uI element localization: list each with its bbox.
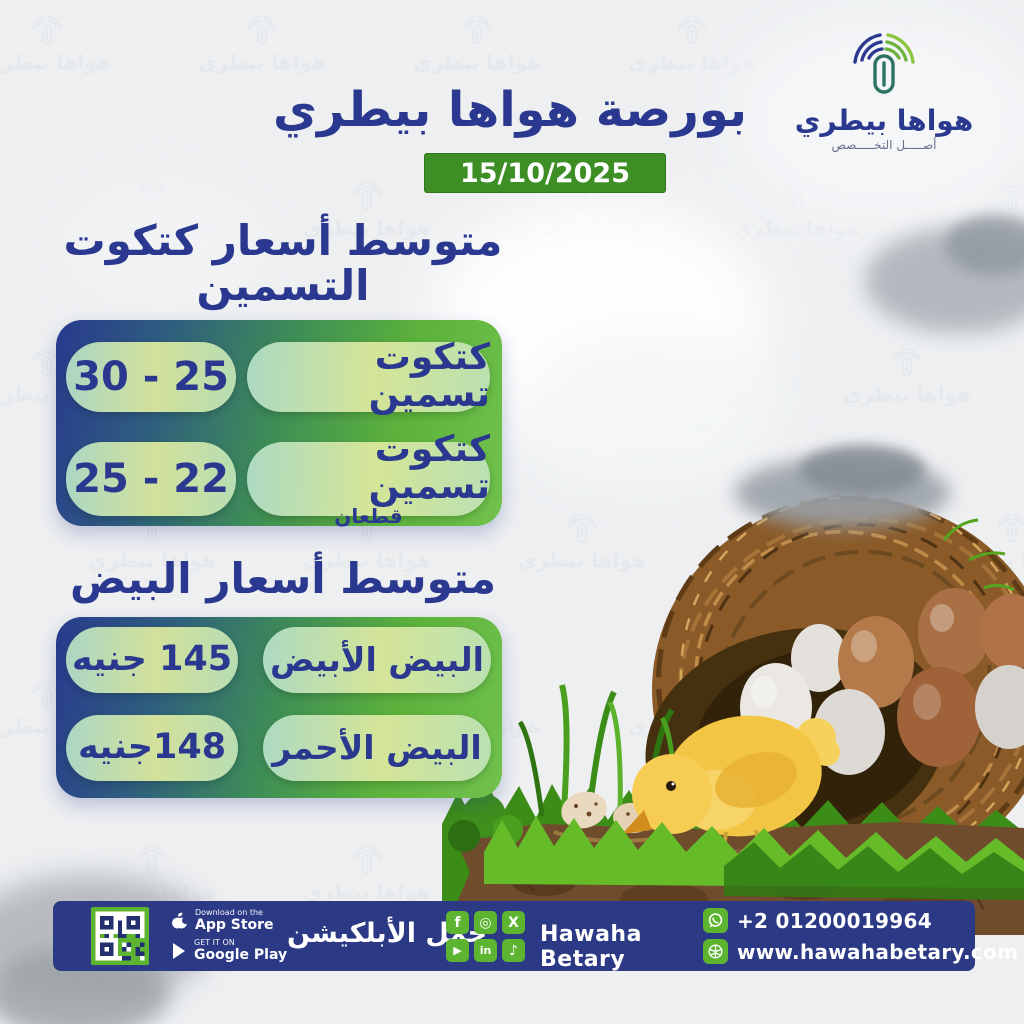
cloud (800, 445, 925, 495)
cloud (60, 180, 270, 310)
logo-name: هواها بيطري (794, 104, 974, 137)
linkedin-icon[interactable]: in (474, 939, 497, 962)
egg-price-table: البيض الأبيض 145 جنيه البيض الأحمر 148جن… (56, 617, 502, 798)
cloud (520, 330, 780, 490)
facebook-icon[interactable]: f (446, 911, 469, 934)
x-twitter-icon[interactable]: X (502, 911, 525, 934)
website-url: www.hawahabetary.com (737, 939, 1019, 964)
fingerprint-signal-icon (853, 33, 915, 94)
youtube-icon[interactable]: ▶ (446, 939, 469, 962)
contact-block: +2 01200019964 www.hawahabetary.com (703, 907, 1018, 965)
chick-price-table: كتكوت تسمين 25 - 30 كتكوت تسمين قطعان 22… (56, 320, 502, 526)
phone-row[interactable]: +2 01200019964 (703, 907, 1018, 934)
watermark-tile: هواها بيطري (617, 14, 767, 74)
table-row-label: البيض الأبيض (263, 627, 491, 693)
table-row-value: 148جنيه (66, 715, 238, 781)
table-row-label: كتكوت تسمين (247, 339, 490, 413)
watermark-tile: هواها بيطري (187, 14, 337, 74)
watermark-tile: هواها بيطري (292, 512, 442, 572)
googleplay-small-text: GET IT ON (194, 938, 235, 948)
watermark-tile: هواها بيطري (507, 512, 657, 572)
store-badges: Download on the App Store GET IT ON Goog… (171, 906, 329, 966)
google-play-icon (173, 943, 185, 959)
nest-photo (442, 493, 1024, 935)
social-links: f ◎ X ▶ in ♪ (446, 911, 526, 962)
googleplay-badge[interactable]: GET IT ON Google Play (171, 936, 329, 966)
watermark-tile: هواها بيطري (292, 844, 442, 904)
cloud (945, 215, 1024, 275)
globe-icon (703, 939, 728, 964)
section1-title-line1: متوسط أسعار كتكوت (63, 216, 503, 265)
website-row[interactable]: www.hawahabetary.com (703, 938, 1018, 965)
googleplay-big-text: Google Play (194, 946, 288, 963)
table-row-value: 25 - 30 (66, 342, 236, 412)
footer-bar: Download on the App Store GET IT ON Goog… (53, 901, 1018, 972)
section1-title-line2: التسمين (196, 261, 370, 311)
section-title-chick-prices: متوسط أسعار كتكوت التسمين (57, 218, 509, 309)
table-row-label: البيض الأحمر (263, 715, 491, 781)
table-row-value: 22 - 25 (66, 442, 236, 516)
brand-name: Hawaha Betary (540, 922, 642, 972)
watermark-tile: هواها بيطري (0, 14, 122, 74)
phone-number: +2 01200019964 (737, 908, 932, 933)
tiktok-icon[interactable]: ♪ (502, 939, 525, 962)
watermark-tile: هواها بيطري (402, 14, 552, 74)
apple-icon (172, 912, 188, 929)
table-row-label: كتكوت تسمين قطعان (247, 431, 490, 526)
brand-logo: هواها بيطري أصـــــل التخـــــصص (774, 32, 994, 152)
whatsapp-icon (703, 908, 728, 933)
appstore-big-text: App Store (195, 916, 274, 933)
logo-tagline: أصـــــل التخـــــصص (831, 138, 937, 152)
qr-code[interactable] (88, 907, 152, 965)
section-title-egg-prices: متوسط أسعار البيض (69, 554, 497, 603)
instagram-icon[interactable]: ◎ (474, 911, 497, 934)
page-title: بورصة هواها بيطري (272, 82, 748, 138)
date-badge: 15/10/2025 (424, 153, 666, 193)
appstore-small-text: Download on the (195, 908, 263, 918)
appstore-badge[interactable]: Download on the App Store (171, 906, 329, 936)
table-row-value: 145 جنيه (66, 627, 238, 693)
watermark-tile: هواها بيطري (832, 346, 982, 406)
watermark-tile: هواها بيطري (292, 180, 442, 240)
